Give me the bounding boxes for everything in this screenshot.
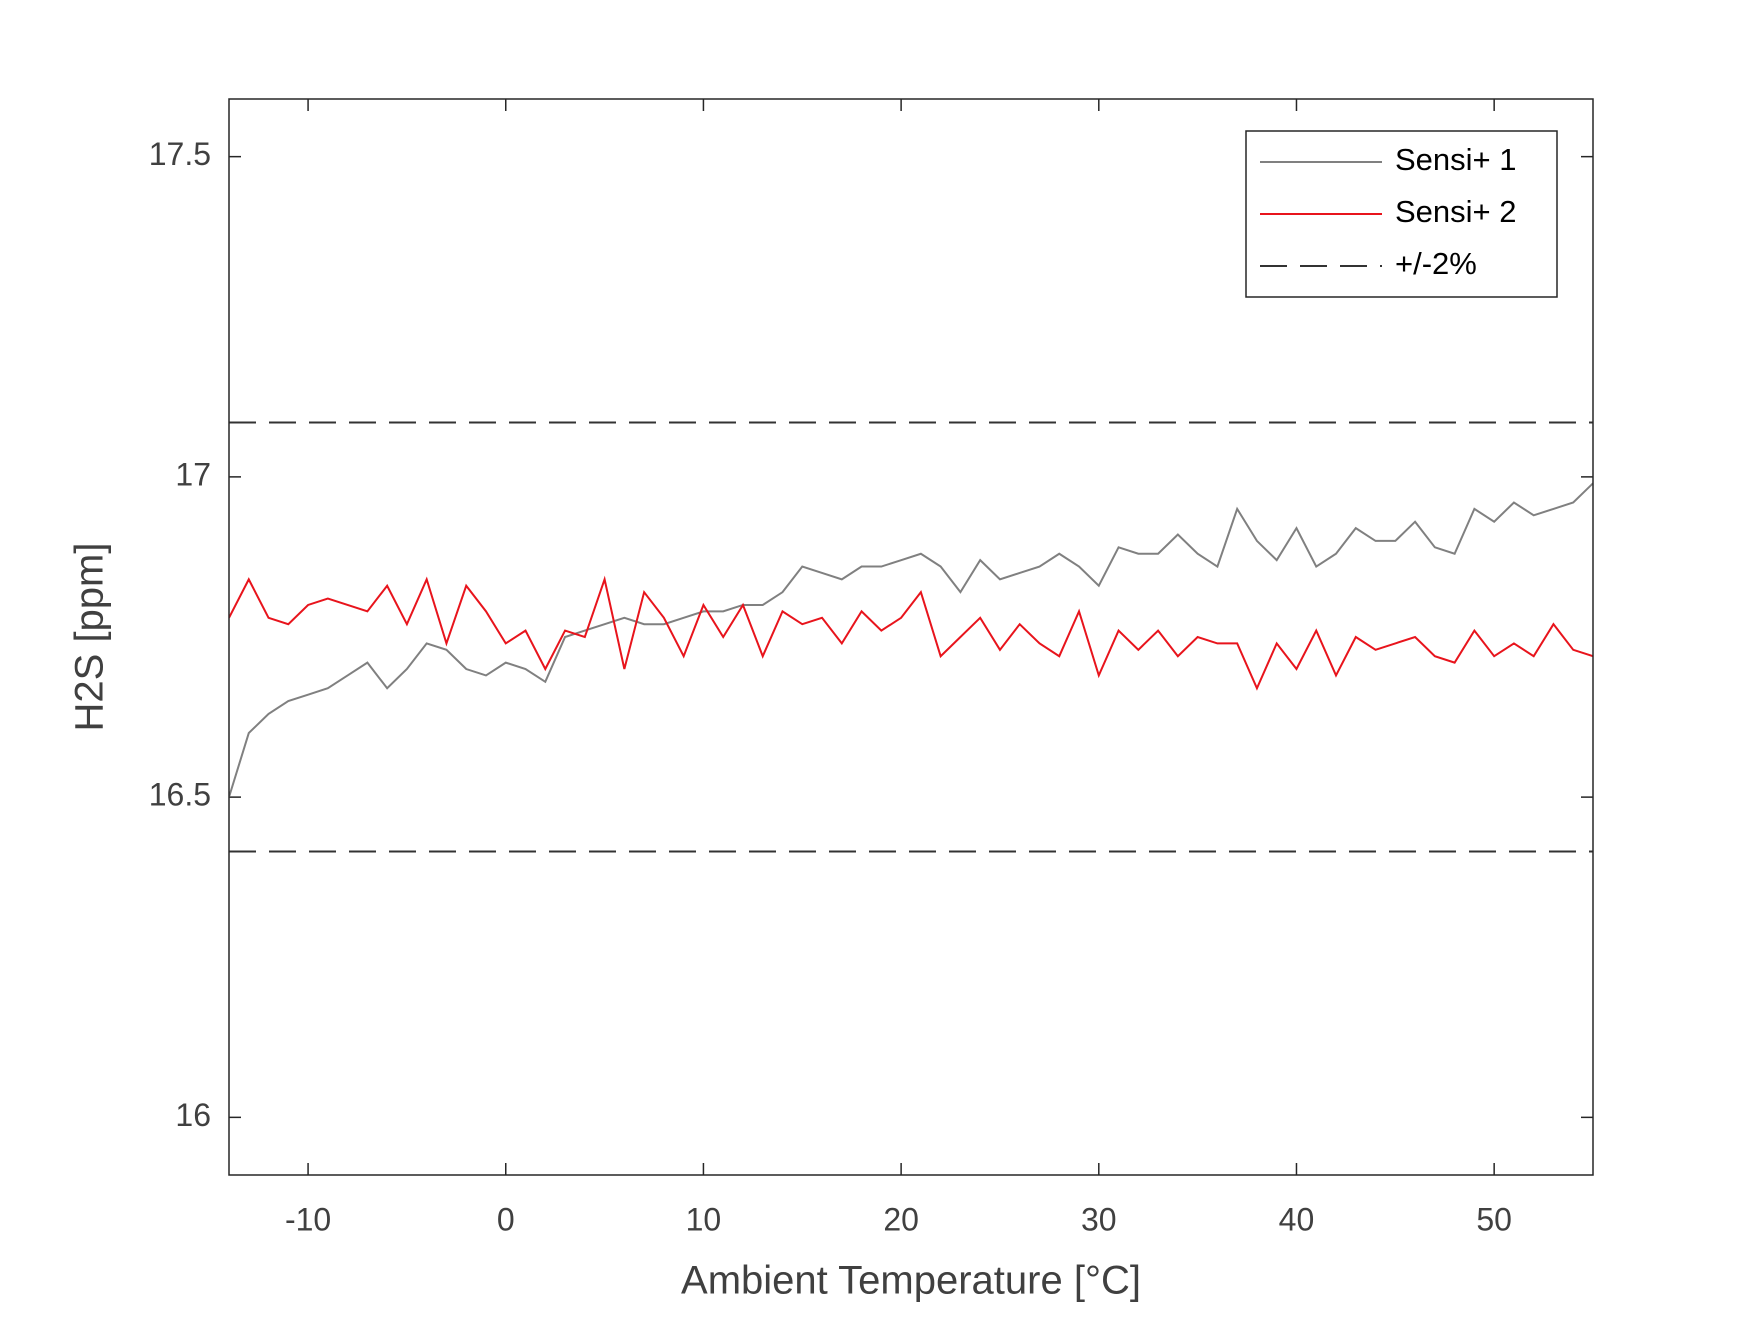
x-tick-label: 30 <box>1081 1201 1117 1237</box>
y-tick-label: 16 <box>175 1097 211 1133</box>
y-axis-label: H2S [ppm] <box>68 543 112 732</box>
x-tick-label: -10 <box>285 1201 331 1237</box>
data-line <box>229 575 1593 691</box>
data-line <box>229 482 1593 798</box>
x-tick-label: 50 <box>1476 1201 1512 1237</box>
x-tick-label: 10 <box>686 1201 722 1237</box>
x-tick-label: 0 <box>497 1201 515 1237</box>
y-tick-label: 17.5 <box>149 136 211 172</box>
plot-frame <box>228 98 1594 1176</box>
x-tick-label: 40 <box>1279 1201 1315 1237</box>
x-tick-label: 20 <box>883 1201 919 1237</box>
y-tick-label: 16.5 <box>149 777 211 813</box>
legend-label: Sensi+ 2 <box>1395 194 1517 229</box>
legend-label: Sensi+ 1 <box>1395 142 1517 177</box>
legend-label: +/-2% <box>1395 246 1477 281</box>
x-axis-label: Ambient Temperature [°C] <box>681 1259 1141 1303</box>
y-tick-label: 17 <box>175 456 211 492</box>
